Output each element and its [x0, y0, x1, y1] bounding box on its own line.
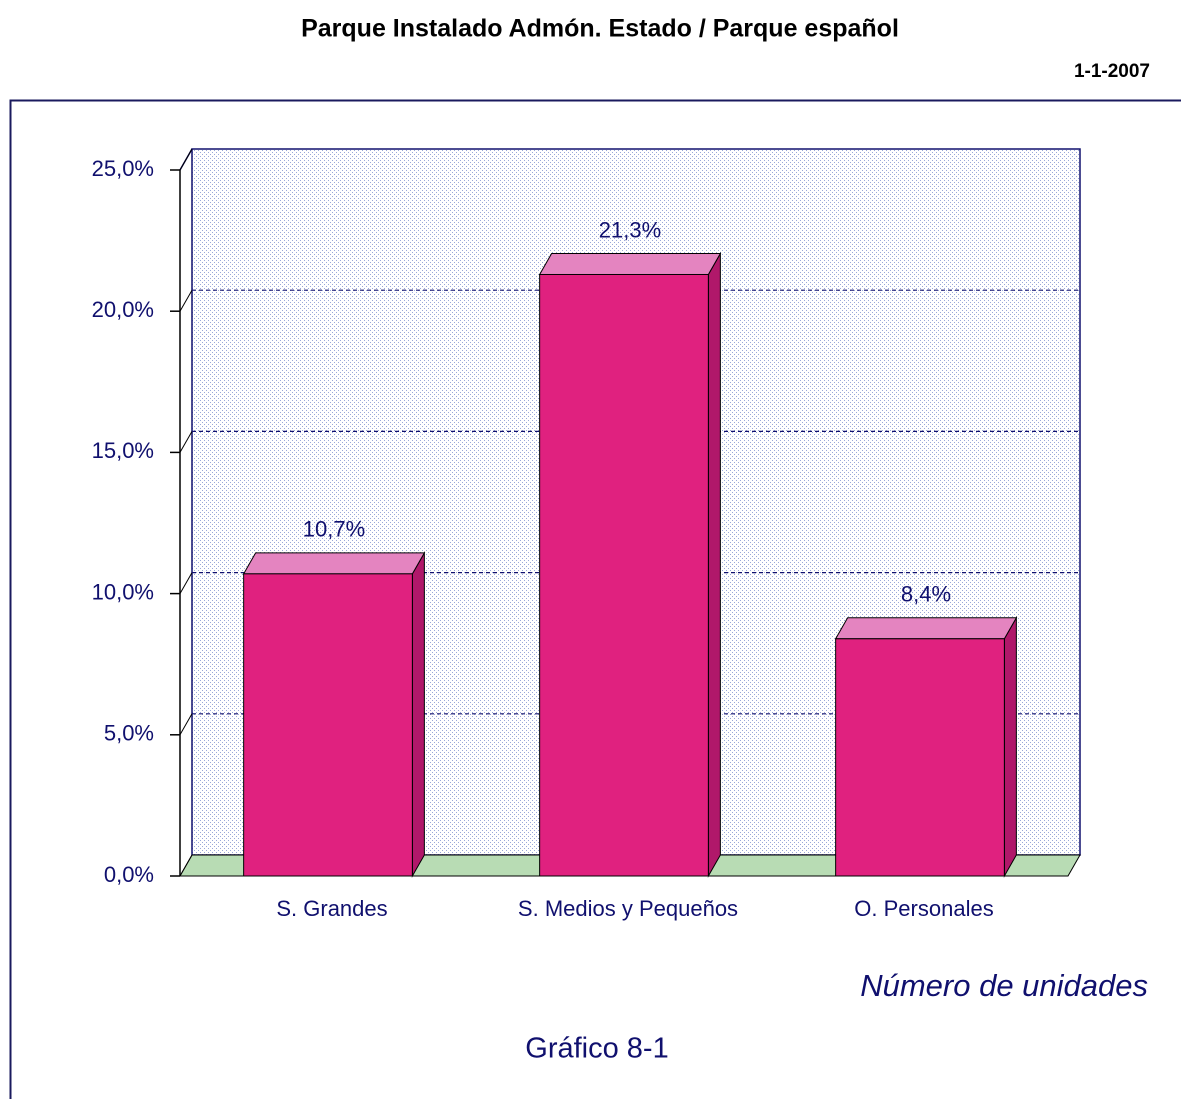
value-label: 10,7% — [303, 517, 365, 542]
bar — [243, 573, 413, 877]
x-tick-label: S. Medios y Pequeños — [518, 896, 738, 921]
y-tick-label: 25,0% — [92, 156, 154, 181]
value-label: 21,3% — [599, 217, 661, 242]
x-tick-label: O. Personales — [854, 896, 993, 921]
value-label: 8,4% — [901, 582, 951, 607]
y-tick-depth — [179, 854, 193, 877]
bar-side — [707, 251, 721, 878]
annotation: Gráfico 8-1 — [525, 1033, 668, 1065]
chart-subtitle: 1-1-2007 — [1074, 61, 1150, 82]
bar-top — [242, 552, 426, 575]
y-tick-depth — [179, 431, 193, 453]
y-tick-label: 0,0% — [104, 862, 154, 887]
chart-title: Parque Instalado Admón. Estado / Parque … — [301, 15, 899, 43]
bar — [835, 638, 1005, 877]
x-tick-label: S. Grandes — [276, 896, 387, 921]
y-tick-depth — [179, 713, 193, 736]
plot-area: 0,0% 5,0% 10,0% 15,0% 20,0% 25,0% S. Grandes 10… — [92, 148, 1081, 921]
bar-side — [1003, 615, 1017, 878]
y-tick-label: 10,0% — [92, 579, 154, 604]
y-tick-label: 20,0% — [92, 297, 154, 322]
y-tick-depth — [179, 148, 193, 171]
x-axis-label: Número de unidades — [860, 968, 1148, 1003]
y-tick-depth — [179, 289, 193, 312]
y-tick-label: 15,0% — [92, 438, 154, 463]
bar — [539, 273, 709, 877]
bar-side — [411, 550, 425, 878]
bar-top — [834, 617, 1018, 640]
y-tick-depth — [179, 572, 193, 594]
y-tick-label: 5,0% — [104, 721, 154, 746]
bar-top — [538, 252, 722, 275]
